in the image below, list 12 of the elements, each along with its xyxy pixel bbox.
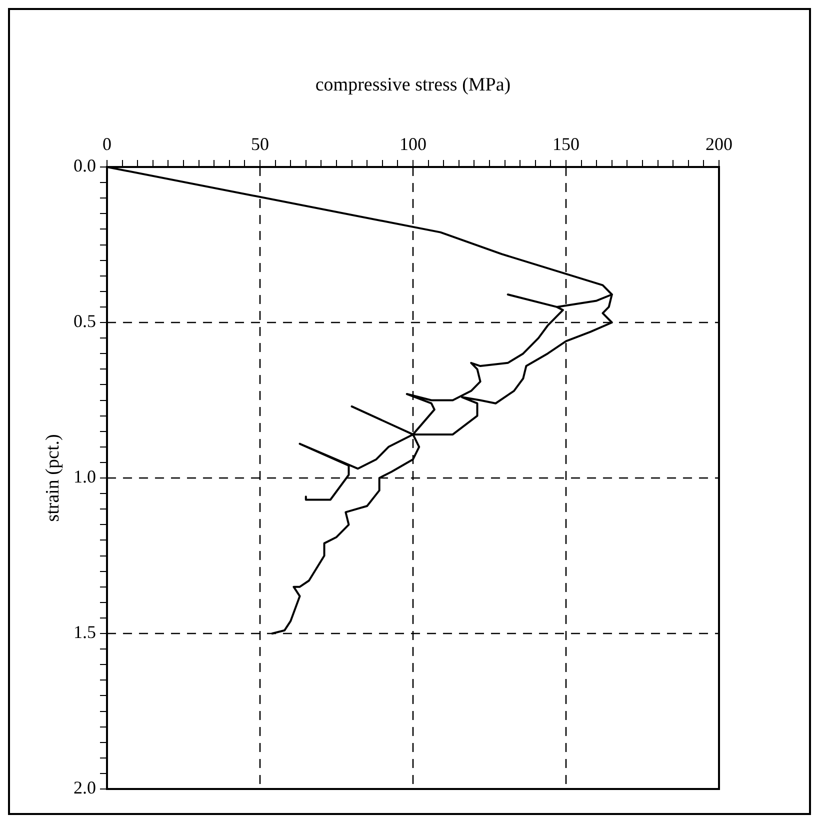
- y-axis-title: strain (pct.): [42, 434, 64, 522]
- y-tick-label: 1.0: [74, 466, 96, 487]
- x-tick-label: 0: [102, 134, 112, 154]
- y-tick-label: 0.0: [74, 156, 96, 176]
- x-axis-title: compressive stress (MPa): [315, 74, 511, 96]
- x-tick-label: 200: [706, 134, 732, 154]
- y-tick-label: 0.5: [74, 311, 96, 332]
- x-tick-label: 150: [552, 134, 580, 154]
- y-tick-label: 2.0: [74, 778, 96, 798]
- x-tick-label: 100: [400, 134, 426, 154]
- y-tick-label: 1.5: [74, 622, 96, 642]
- x-tick-label: 50: [251, 134, 269, 154]
